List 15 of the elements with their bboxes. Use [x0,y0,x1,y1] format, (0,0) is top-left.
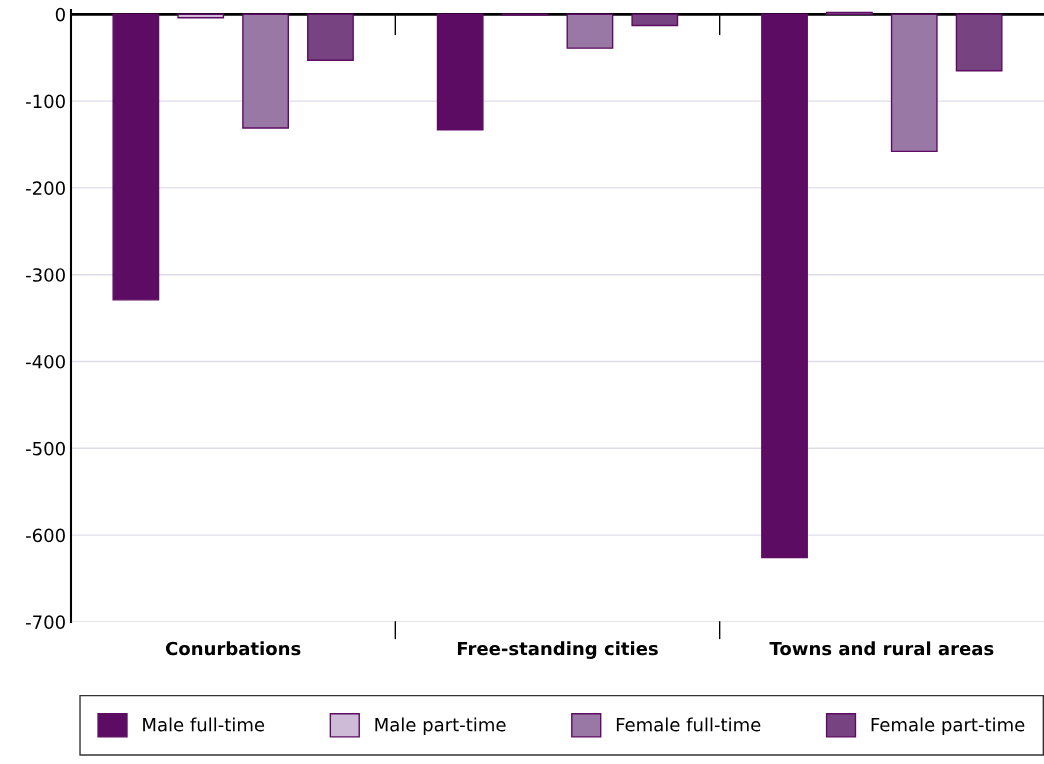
y-tick-label: -400 [26,354,65,369]
x-tick-label: Towns and rural areas [769,641,994,656]
y-tick-label: -600 [26,528,65,543]
y-tick-label: -300 [26,268,65,282]
legend-label: Female part-time [871,717,1025,735]
legend-label: Female full-time [616,717,761,732]
y-tick-label: -500 [26,441,65,456]
y-tick-label: -700 [26,615,65,630]
y-tick-label: -100 [26,94,65,109]
y-tick-label: -200 [26,181,65,195]
y-tick-label: 0 [55,7,65,22]
x-tick-label: Free-standing cities [457,641,658,659]
legend-label: Male part-time [375,717,506,735]
x-tick-label: Conurbations [165,641,301,656]
legend-label: Male full-time [143,717,265,732]
